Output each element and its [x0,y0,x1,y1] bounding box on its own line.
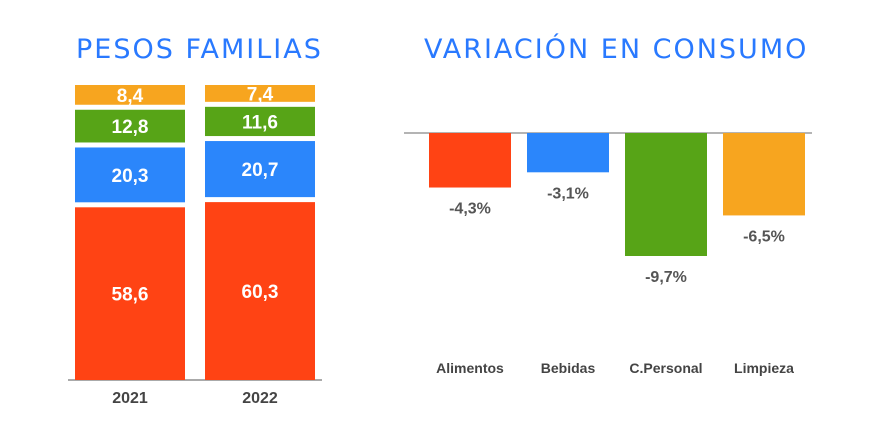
data-label-2021-4: 8,4 [117,86,144,107]
bar-segment-2021-1 [75,207,185,380]
bar-segment-2021-4 [75,85,185,105]
x-tick-label-Limpieza: Limpieza [734,360,794,376]
bar-C.Personal [625,133,707,256]
data-label-2022-3: 11,6 [242,112,278,133]
bar-Bebidas [527,133,609,173]
chart-title-variacion-consumo: VARIACIÓN EN CONSUMO [424,34,809,65]
data-label-C.Personal: -9,7% [645,269,687,286]
x-tick-label-2021: 2021 [112,390,148,407]
data-label-2021-3: 12,8 [112,117,149,138]
bar-segment-2021-3 [75,109,185,143]
bar-segment-2022-1 [205,202,315,380]
data-label-Bebidas: -3,1% [547,185,589,202]
bar-segment-2022-4 [205,85,315,102]
x-tick-label-C.Personal: C.Personal [629,360,702,376]
data-label-Alimentos: -4,3% [449,201,491,218]
data-label-2022-1: 60,3 [242,282,279,303]
x-tick-label-2022: 2022 [242,390,278,407]
bar-segment-2022-2 [205,141,315,198]
data-label-2022-2: 20,7 [242,160,279,181]
x-tick-label-Alimentos: Alimentos [436,360,504,376]
data-label-Limpieza: -6,5% [743,228,785,245]
bar-Limpieza [723,133,805,216]
bar-Alimentos [429,133,511,188]
data-label-2021-1: 58,6 [112,285,149,306]
bar-segment-2021-2 [75,147,185,203]
x-tick-label-Bebidas: Bebidas [541,360,596,376]
data-label-2021-2: 20,3 [112,166,149,187]
chart-title-pesos-familias: PESOS FAMILIAS [76,34,323,65]
data-label-2022-4: 7,4 [247,84,274,105]
bar-segment-2022-3 [205,106,315,137]
